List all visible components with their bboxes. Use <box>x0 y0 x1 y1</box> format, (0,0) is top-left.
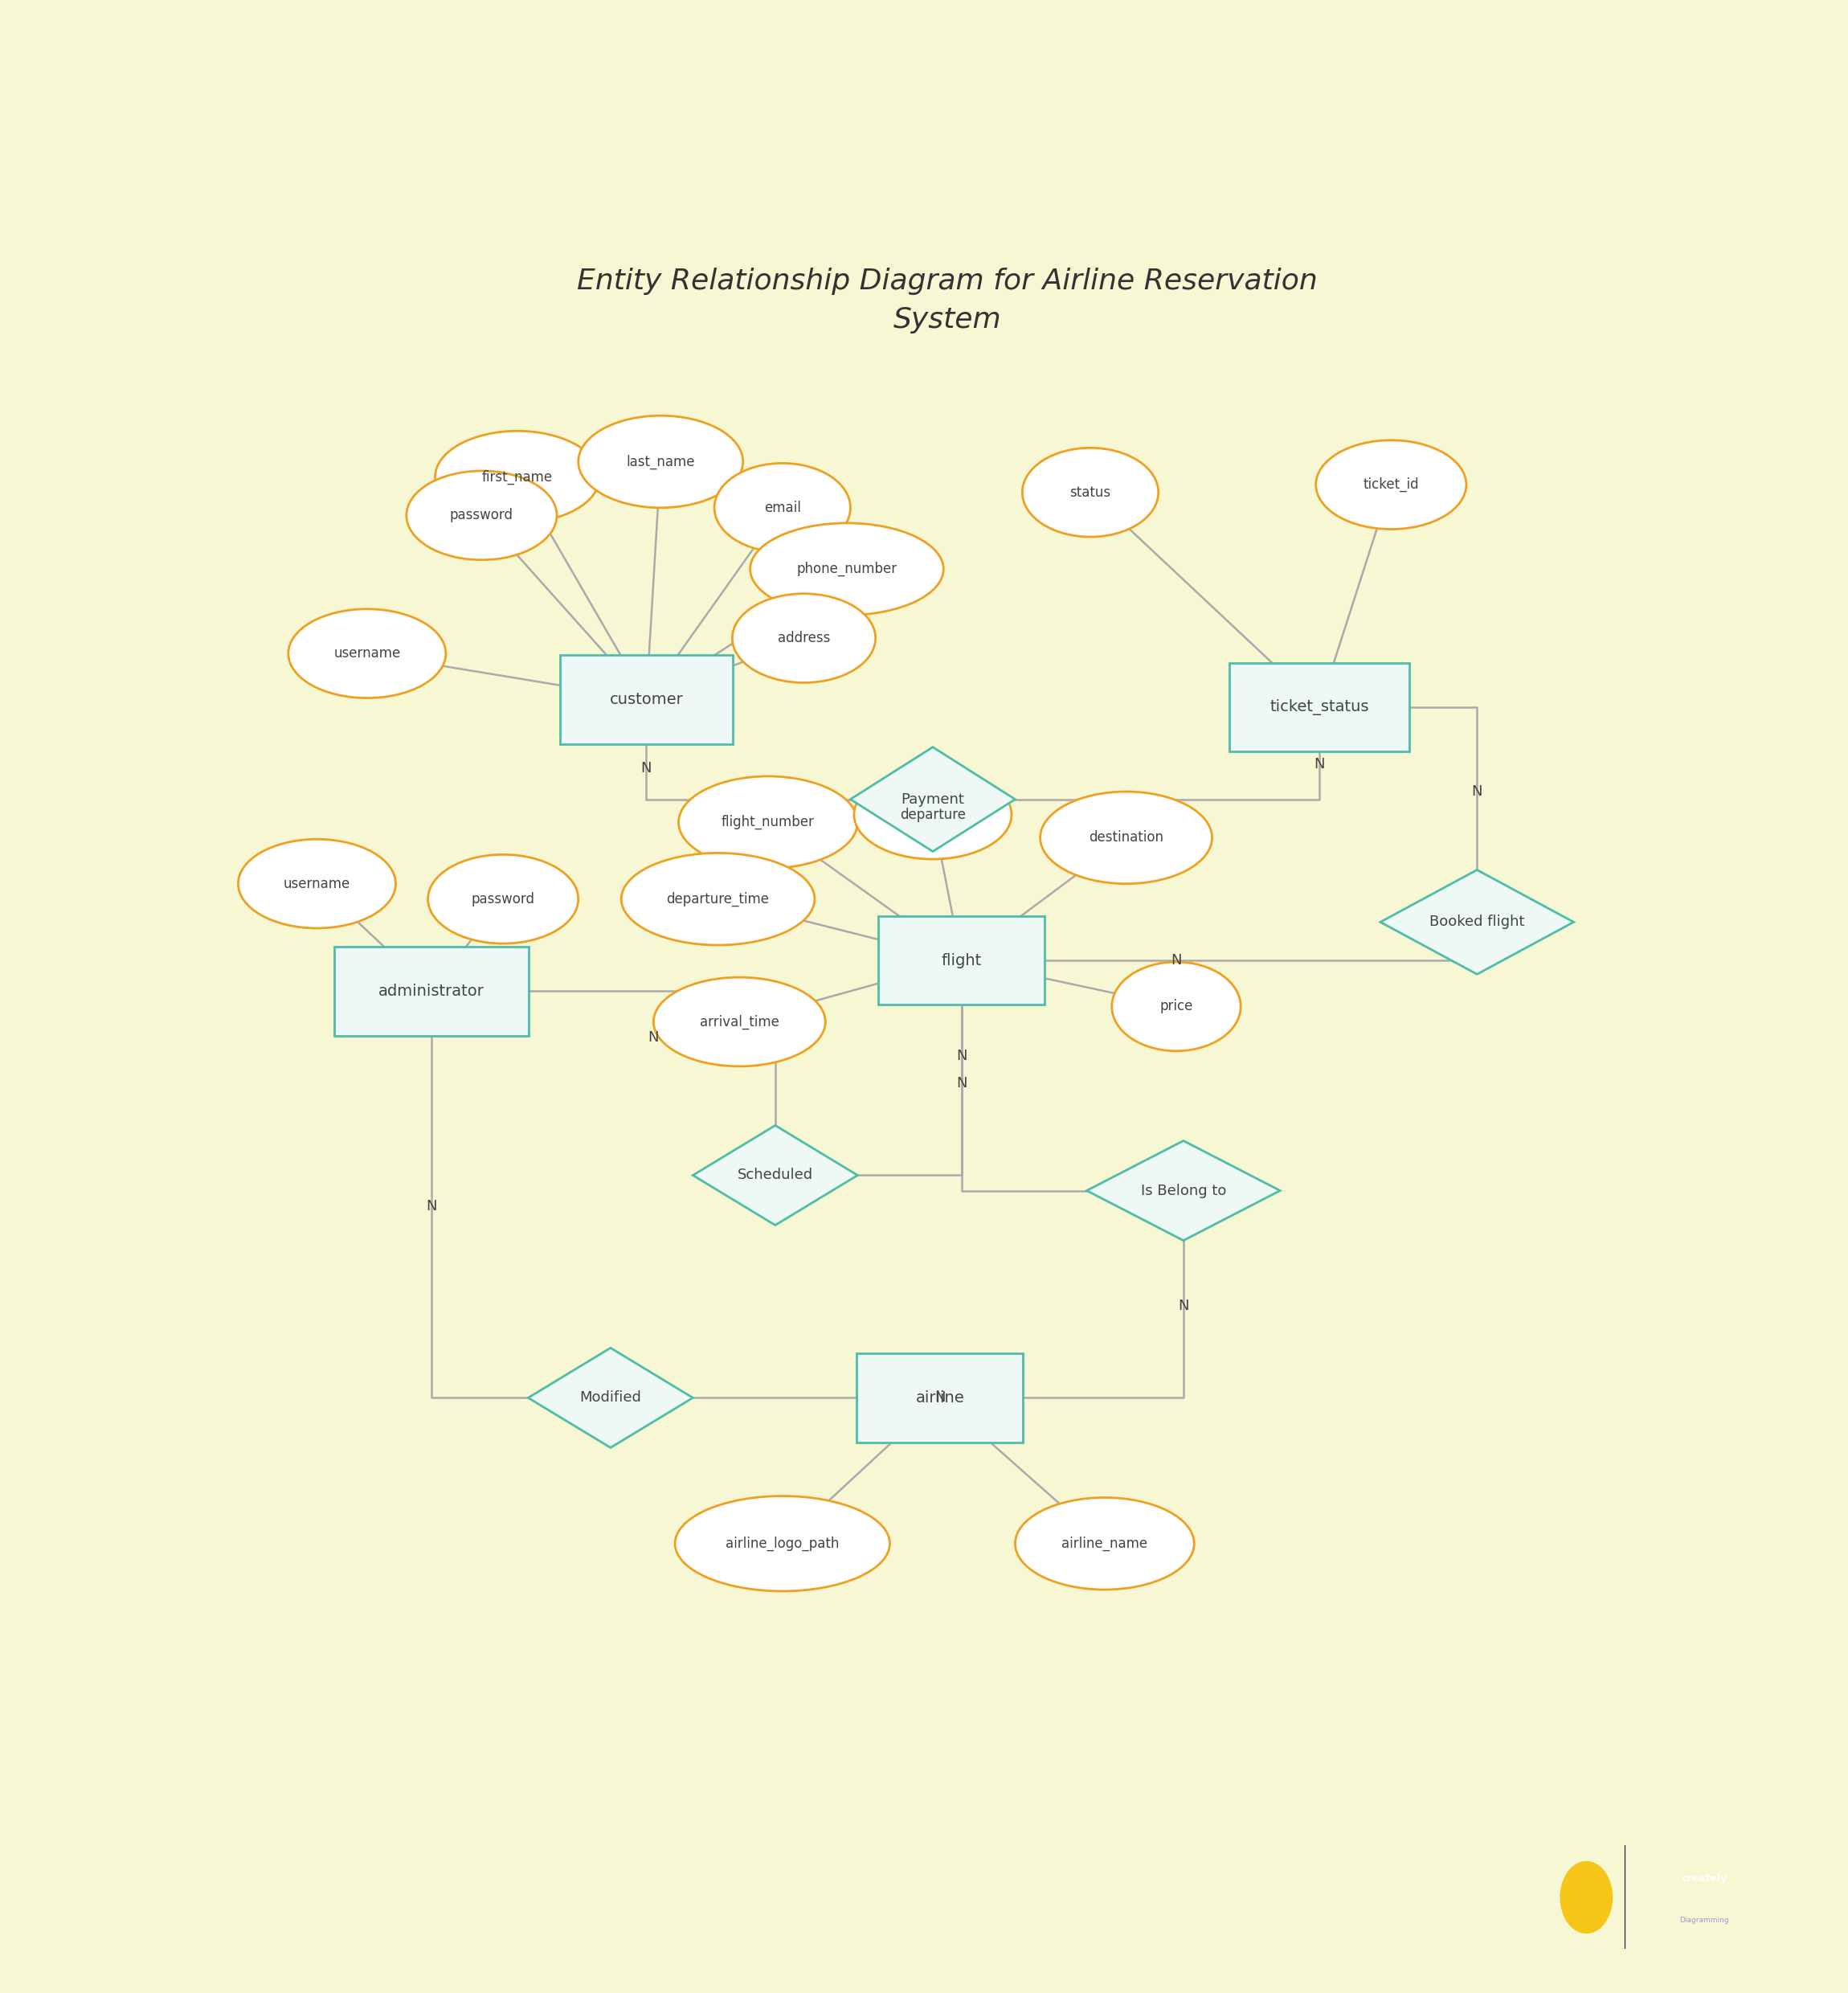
FancyBboxPatch shape <box>878 917 1044 1004</box>
Text: administrator: administrator <box>379 983 484 998</box>
Text: Entity Relationship Diagram for Airline Reservation
System: Entity Relationship Diagram for Airline … <box>577 267 1318 333</box>
Text: airline_logo_path: airline_logo_path <box>726 1537 839 1551</box>
Ellipse shape <box>238 839 395 929</box>
Text: ticket_id: ticket_id <box>1364 478 1419 492</box>
Ellipse shape <box>1015 1497 1194 1590</box>
Text: Payment: Payment <box>902 791 965 807</box>
Polygon shape <box>1380 869 1574 975</box>
Text: customer: customer <box>610 692 684 708</box>
FancyBboxPatch shape <box>334 947 529 1036</box>
Text: Scheduled: Scheduled <box>737 1168 813 1182</box>
Text: N: N <box>427 1198 436 1214</box>
Text: flight_number: flight_number <box>721 815 815 829</box>
Text: username: username <box>283 877 351 891</box>
Polygon shape <box>693 1126 857 1226</box>
Polygon shape <box>850 747 1015 851</box>
Text: Is Belong to: Is Belong to <box>1140 1184 1227 1198</box>
Text: N: N <box>955 1048 967 1062</box>
FancyBboxPatch shape <box>857 1353 1024 1443</box>
FancyBboxPatch shape <box>1229 664 1410 751</box>
Text: Booked flight: Booked flight <box>1429 915 1525 929</box>
Ellipse shape <box>854 769 1011 859</box>
Ellipse shape <box>715 462 850 552</box>
Ellipse shape <box>1560 1861 1613 1933</box>
Ellipse shape <box>407 470 556 560</box>
Text: N: N <box>641 761 652 775</box>
Text: phone_number: phone_number <box>796 562 896 576</box>
Text: N: N <box>1177 1299 1188 1313</box>
Text: username: username <box>334 646 401 662</box>
Ellipse shape <box>429 855 578 943</box>
Text: password: password <box>471 891 534 907</box>
Ellipse shape <box>621 853 815 945</box>
Text: creately: creately <box>1682 1873 1728 1883</box>
Text: flight: flight <box>941 953 981 969</box>
Text: airline_name: airline_name <box>1061 1537 1148 1551</box>
Text: N: N <box>1172 953 1181 969</box>
Text: N: N <box>955 1076 967 1090</box>
Ellipse shape <box>678 777 857 869</box>
Text: last_name: last_name <box>626 454 695 468</box>
Ellipse shape <box>675 1497 891 1590</box>
Text: price: price <box>1161 998 1192 1014</box>
Text: N: N <box>1471 785 1482 799</box>
Text: departure: departure <box>900 807 967 821</box>
FancyBboxPatch shape <box>560 656 734 743</box>
Ellipse shape <box>1316 440 1465 530</box>
Ellipse shape <box>288 610 445 698</box>
Text: status: status <box>1070 484 1111 500</box>
Ellipse shape <box>750 522 944 616</box>
Text: N: N <box>935 1391 946 1405</box>
Ellipse shape <box>1040 791 1212 883</box>
Text: email: email <box>763 500 800 514</box>
Text: destination: destination <box>1088 831 1164 845</box>
Text: arrival_time: arrival_time <box>700 1014 780 1028</box>
Polygon shape <box>1087 1140 1281 1240</box>
Text: N: N <box>649 1030 660 1044</box>
Text: ticket_status: ticket_status <box>1270 700 1369 715</box>
Polygon shape <box>529 1347 693 1447</box>
Ellipse shape <box>1022 448 1159 536</box>
Text: N: N <box>1314 757 1325 771</box>
Ellipse shape <box>578 417 743 508</box>
Text: departure_time: departure_time <box>667 891 769 907</box>
Ellipse shape <box>434 430 601 522</box>
Text: password: password <box>449 508 514 522</box>
Text: airline: airline <box>915 1391 965 1405</box>
Ellipse shape <box>654 977 826 1066</box>
Ellipse shape <box>732 594 876 684</box>
Text: first_name: first_name <box>482 470 553 484</box>
Text: Diagramming: Diagramming <box>1680 1917 1728 1923</box>
Ellipse shape <box>1112 963 1240 1050</box>
Text: Modified: Modified <box>580 1391 641 1405</box>
Text: address: address <box>778 632 830 646</box>
